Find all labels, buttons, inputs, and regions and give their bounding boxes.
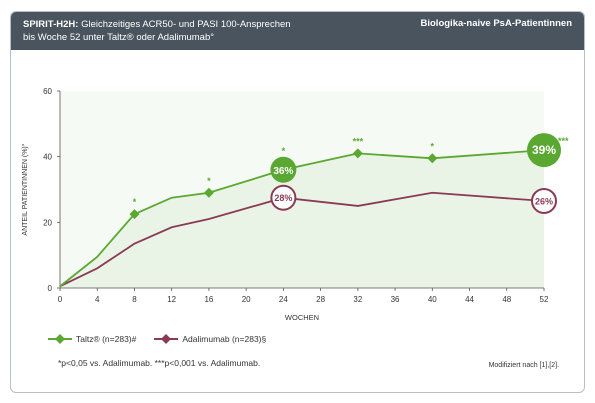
x-tick-label: 52 (540, 295, 549, 304)
x-tick-label: 8 (132, 295, 137, 304)
significance-marker: *** (353, 136, 364, 146)
x-tick-label: 44 (465, 295, 474, 304)
taltz-area (60, 150, 544, 288)
adalimumab-value-callout (531, 187, 557, 214)
significance-marker: * (282, 146, 286, 156)
legend: Taltz® (n=283)# Adalimumab (n=283)§ (48, 334, 284, 344)
chart-title: SPIRIT-H2H: Gleichzeitiges ACR50- und PA… (23, 18, 383, 44)
significance-footnote: *p<0,05 vs. Adalimumab. ***p<0,001 vs. A… (58, 358, 261, 368)
legend-item-taltz: Taltz® (n=283)# (48, 334, 136, 344)
taltz-data-point (203, 187, 214, 198)
significance-marker: * (207, 176, 211, 186)
adalimumab-line (59, 191, 545, 288)
x-tick-label: 28 (316, 295, 325, 304)
taltz-value-callout (270, 156, 297, 183)
legend-label-taltz: Taltz® (n=283)# (76, 334, 137, 344)
taltz-data-point (352, 148, 363, 159)
plot-background (60, 91, 544, 288)
population-label: Biologika-naive PsA-Patientinnen (420, 18, 573, 29)
y-axis-label: ANTEIL PATIENTINNEN (%)° (21, 143, 29, 235)
x-tick-label: 48 (502, 295, 511, 304)
y-tick-label: 0 (48, 284, 53, 293)
x-axis-label: WOCHEN (285, 313, 319, 322)
adalimumab-callout-label: 26% (535, 196, 553, 206)
significance-marker: *** (558, 136, 569, 146)
adalimumab-callout-label: 28% (274, 193, 292, 203)
taltz-value-callout (527, 133, 561, 168)
chart-header: SPIRIT-H2H: Gleichzeitiges ACR50- und PA… (11, 12, 584, 50)
taltz-callout-label: 39% (532, 143, 556, 157)
x-tick-label: 40 (428, 295, 437, 304)
x-tick-label: 20 (242, 295, 251, 304)
x-tick-label: 12 (167, 295, 176, 304)
taltz-data-point (129, 209, 140, 220)
significance-marker: * (431, 141, 435, 151)
title-study-name: SPIRIT-H2H: (23, 19, 79, 30)
x-tick-label: 4 (95, 295, 100, 304)
x-tick-label: 0 (58, 295, 63, 304)
title-line-2: bis Woche 52 unter Taltz® oder Adalimuma… (23, 32, 215, 43)
y-tick-label: 60 (43, 87, 52, 96)
x-tick-label: 36 (391, 295, 400, 304)
x-tick-label: 16 (204, 295, 213, 304)
legend-item-adalimumab: Adalimumab (n=283)§ (154, 334, 266, 344)
source-note: Modifiziert nach [1],[2]. (488, 362, 559, 369)
x-tick-label: 24 (279, 295, 288, 304)
significance-marker: * (133, 197, 137, 207)
taltz-legend-marker (48, 334, 72, 344)
legend-label-adalimumab: Adalimumab (n=283)§ (182, 334, 267, 344)
taltz-data-point (427, 153, 438, 164)
title-line-1: Gleichzeitiges ACR50- und PASI 100-Anspr… (78, 19, 291, 30)
x-tick-label: 32 (353, 295, 362, 304)
taltz-callout-label: 36% (273, 166, 293, 177)
y-tick-label: 20 (43, 218, 52, 227)
adalimumab-legend-marker (154, 334, 179, 344)
adalimumab-value-callout (270, 184, 297, 211)
y-tick-label: 40 (43, 153, 52, 162)
